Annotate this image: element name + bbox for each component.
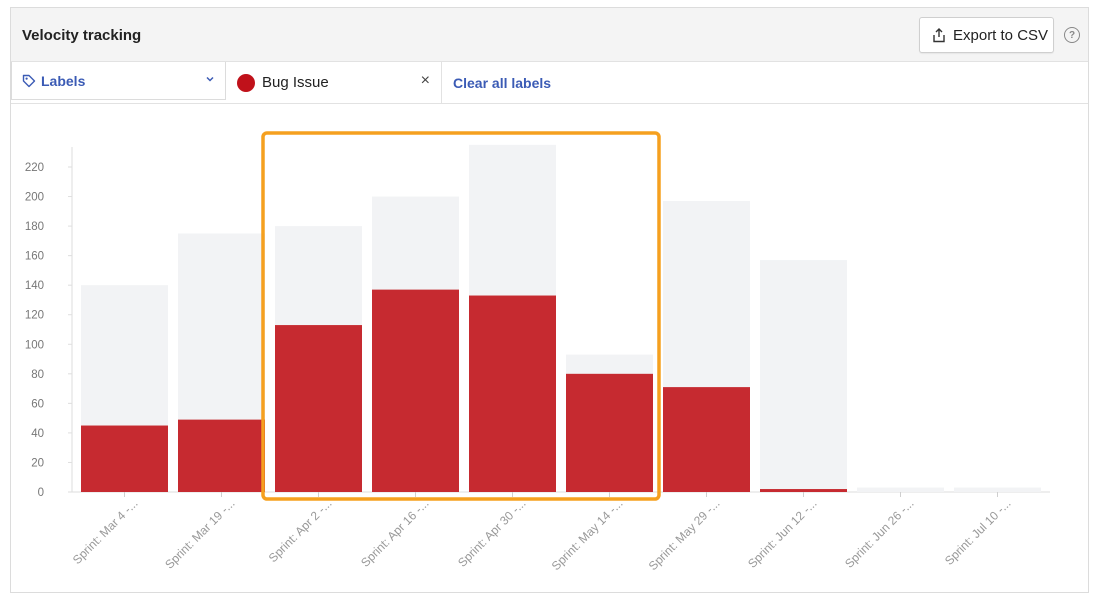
bug-bar (178, 419, 265, 492)
panel-header: Velocity tracking Export to CSV ? (11, 8, 1088, 62)
y-tick-label: 160 (25, 251, 44, 263)
y-tick-label: 80 (31, 369, 44, 381)
page-title: Velocity tracking (22, 27, 142, 44)
clear-all-labels-link[interactable]: Clear all labels (453, 75, 552, 91)
y-tick-label: 0 (38, 487, 44, 499)
x-tick-label: Sprint: Jul 10 -... (942, 496, 1014, 568)
total-bar (954, 487, 1041, 492)
export-icon (933, 27, 945, 42)
help-icon[interactable]: ? (1064, 27, 1080, 43)
label-chip-text: Bug Issue (262, 74, 329, 91)
bug-bar (372, 289, 459, 492)
y-tick-label: 60 (31, 398, 44, 410)
bug-bar (663, 387, 750, 492)
y-tick-label: 100 (25, 339, 44, 351)
chevron-down-icon (205, 74, 215, 84)
bug-bar (469, 295, 556, 492)
y-tick-label: 120 (25, 310, 44, 322)
y-tick-label: 20 (31, 457, 44, 469)
y-tick-label: 180 (25, 221, 44, 233)
labels-dropdown[interactable]: Labels (11, 62, 226, 100)
x-tick-label: Sprint: Apr 2 -... (266, 496, 335, 565)
labels-dropdown-label: Labels (41, 72, 86, 89)
x-tick-label: Sprint: Jun 12 -... (745, 496, 820, 571)
total-bar (760, 260, 847, 492)
x-tick-label: Sprint: May 14 -... (549, 496, 626, 573)
y-tick-label: 40 (31, 428, 44, 440)
x-tick-label: Sprint: May 29 -... (646, 496, 723, 573)
x-tick-label: Sprint: Mar 19 -... (162, 496, 237, 571)
label-chip-bug-issue: Bug Issue × (227, 62, 442, 103)
export-csv-button[interactable]: Export to CSV (919, 17, 1054, 53)
highlight-box (261, 131, 661, 501)
tag-icon (22, 74, 36, 88)
bug-bar (566, 373, 653, 492)
y-tick-label: 220 (25, 162, 44, 174)
bug-bar (81, 425, 168, 492)
x-tick-label: Sprint: Jun 26 -... (842, 496, 917, 571)
bug-bar (275, 325, 362, 492)
label-filter-bar: Labels Bug Issue × Clear all labels (11, 62, 1088, 104)
bug-bar (760, 489, 847, 492)
export-csv-label: Export to CSV (953, 26, 1049, 44)
y-tick-label: 140 (25, 280, 44, 292)
x-tick-label: Sprint: Apr 30 -... (455, 496, 529, 570)
x-tick-label: Sprint: Apr 16 -... (358, 496, 432, 570)
label-color-swatch (237, 73, 255, 92)
x-tick-label: Sprint: Mar 4 -... (70, 496, 141, 567)
total-bar (857, 487, 944, 492)
y-tick-label: 200 (25, 192, 44, 204)
close-icon[interactable]: × (420, 72, 430, 89)
